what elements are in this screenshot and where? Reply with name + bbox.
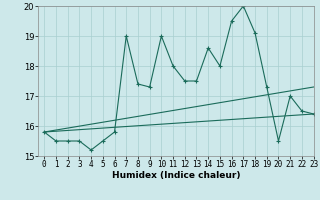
X-axis label: Humidex (Indice chaleur): Humidex (Indice chaleur) — [112, 171, 240, 180]
